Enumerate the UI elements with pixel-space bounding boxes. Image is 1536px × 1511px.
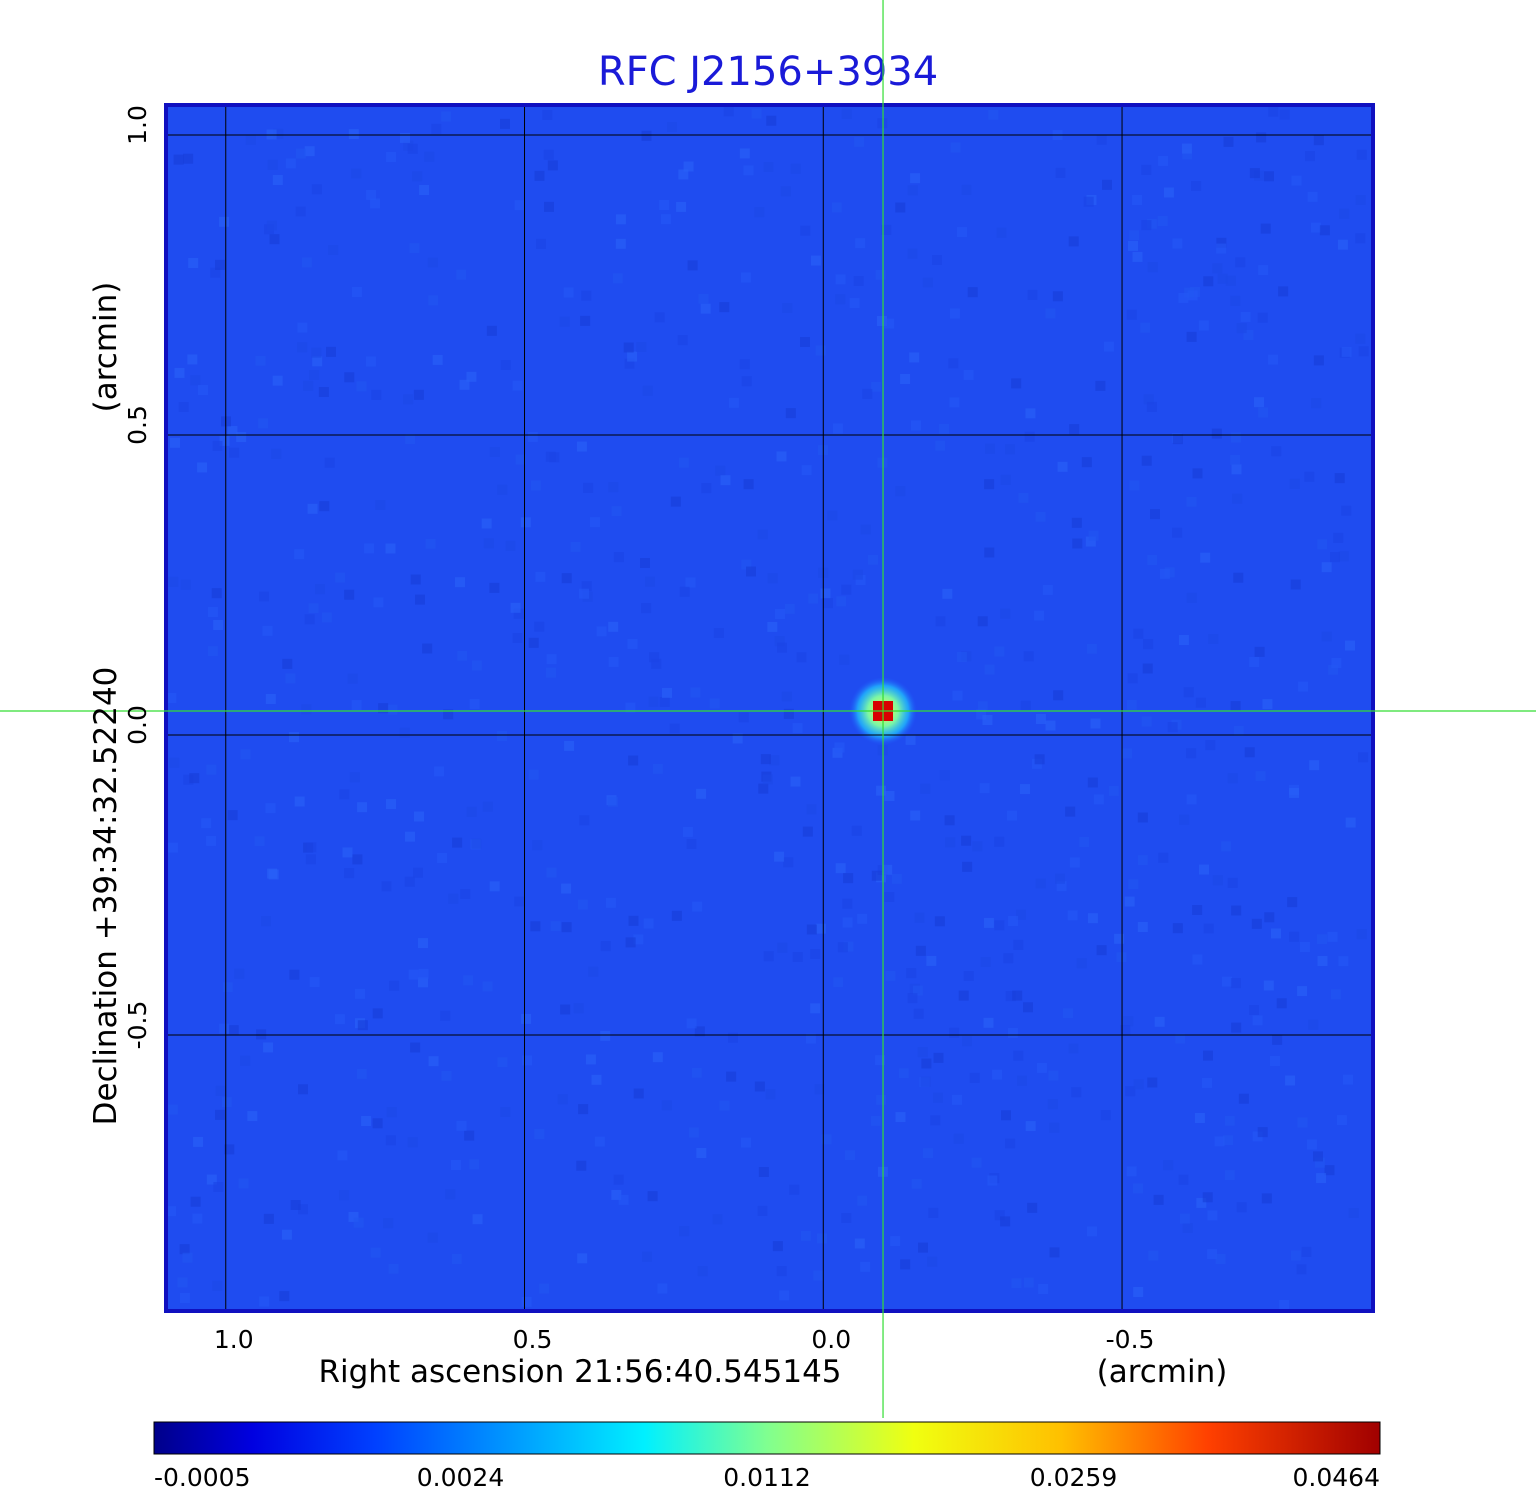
- colorbar-tick-label: 0.0112: [723, 1463, 810, 1492]
- y-tick-label: 0.0: [123, 705, 152, 745]
- chart-title: RFC J2156+3934: [598, 49, 938, 95]
- crosshair: [0, 0, 1536, 1418]
- y-tick-label: 0.5: [123, 405, 152, 445]
- colorbar: -0.0005 0.0024 0.0112 0.0259 0.0464: [153, 1421, 1381, 1492]
- y-axis-unit: (arcmin): [88, 282, 124, 413]
- colorbar-gradient: [153, 1421, 1381, 1455]
- noise-texture: [166, 106, 1369, 1310]
- grid-lines: [166, 105, 1373, 1311]
- x-tick-label: 0.0: [811, 1325, 851, 1354]
- colorbar-tick-label: 0.0259: [1030, 1463, 1117, 1492]
- image-background: [166, 105, 1373, 1311]
- x-axis-label: Right ascension 21:56:40.545145: [318, 1354, 841, 1390]
- x-tick-labels: 1.0 0.5 0.0 -0.5: [214, 1325, 1155, 1354]
- y-tick-labels: 1.0 0.5 0.0 -0.5: [123, 105, 152, 1049]
- colorbar-tick-label: -0.0005: [154, 1463, 251, 1492]
- colorbar-tick-label: 0.0464: [1293, 1463, 1380, 1492]
- plot-area: [164, 103, 1375, 1313]
- y-axis-label: Declination +39:34:32.52240: [88, 667, 124, 1126]
- x-tick-label: 0.5: [513, 1325, 553, 1354]
- colorbar-tick-label: 0.0024: [417, 1463, 504, 1492]
- x-tick-label: -0.5: [1106, 1325, 1155, 1354]
- plot-frame: [164, 103, 1375, 1313]
- colorbar-tick-labels: -0.0005 0.0024 0.0112 0.0259 0.0464: [154, 1463, 1380, 1492]
- x-tick-label: 1.0: [214, 1325, 254, 1354]
- x-axis-unit: (arcmin): [1097, 1354, 1228, 1390]
- y-tick-label: 1.0: [123, 105, 152, 145]
- y-tick-label: -0.5: [123, 1001, 152, 1050]
